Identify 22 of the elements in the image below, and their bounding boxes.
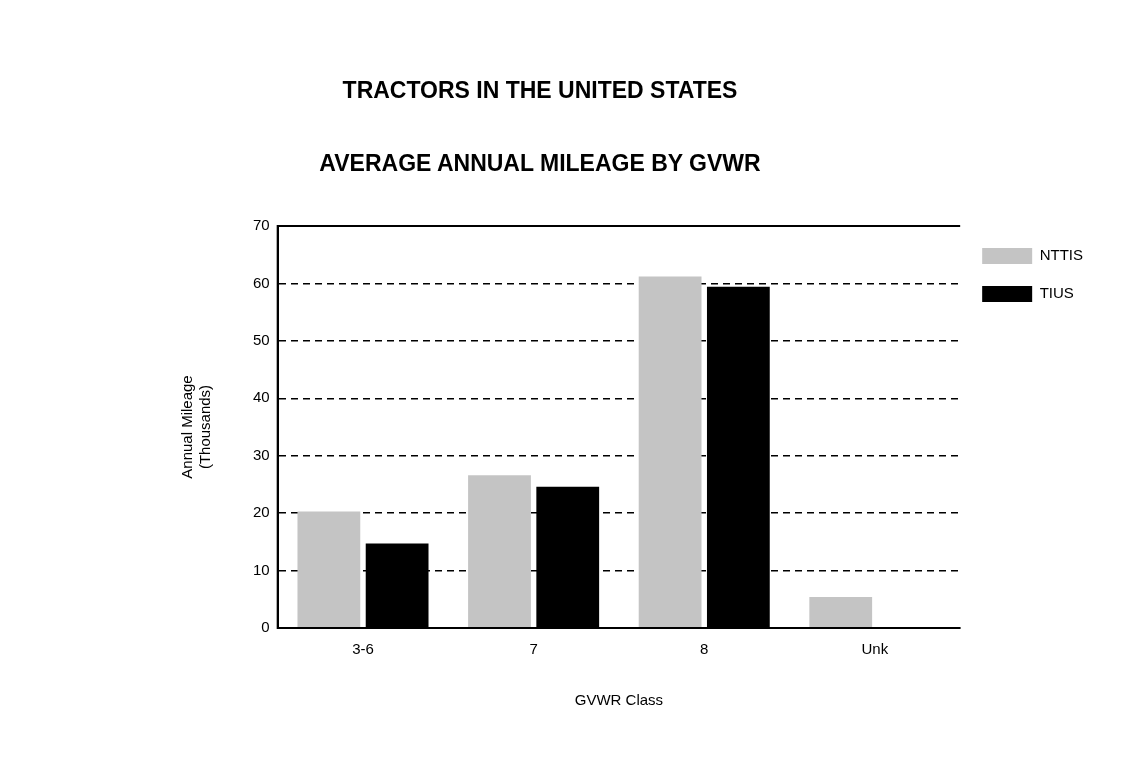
x-tick-label: 8 bbox=[700, 640, 709, 658]
y-tick-label: 60 bbox=[253, 273, 270, 291]
y-axis-title: Annual Mileage (Thousands) bbox=[178, 375, 214, 479]
x-tick-label: 3-6 bbox=[352, 640, 374, 658]
chart-subtitle: AVERAGE ANNUAL MILEAGE BY GVWR bbox=[318, 150, 762, 177]
legend-label: NTTIS bbox=[1039, 246, 1084, 264]
bar bbox=[297, 511, 361, 628]
x-axis-title: GVWR Class bbox=[574, 691, 664, 709]
bar bbox=[638, 276, 702, 628]
chart-title: TRACTORS IN THE UNITED STATES bbox=[341, 77, 739, 104]
y-tick-label: 0 bbox=[261, 618, 270, 636]
bar bbox=[809, 596, 873, 628]
y-tick-label: 40 bbox=[253, 388, 270, 406]
y-tick-label: 50 bbox=[253, 331, 270, 348]
y-tick-label: 70 bbox=[253, 216, 270, 234]
y-tick-label: 30 bbox=[253, 445, 270, 463]
x-tick-label: Unk bbox=[861, 640, 889, 658]
x-tick-label: 7 bbox=[529, 640, 538, 658]
bar bbox=[468, 475, 531, 628]
y-tick-label: 20 bbox=[253, 503, 270, 521]
y-tick-label: 10 bbox=[253, 560, 270, 578]
legend-label: TIUS bbox=[1039, 284, 1074, 302]
